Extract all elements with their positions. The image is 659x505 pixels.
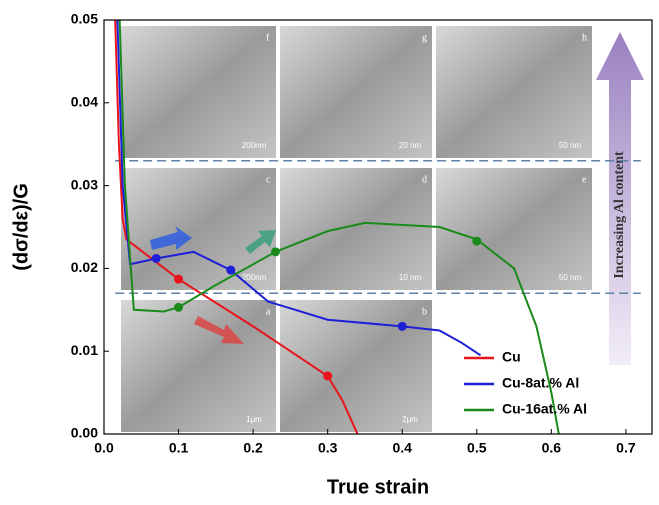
x-tick-label: 0.7 <box>616 440 636 456</box>
legend-label: Cu-16at.% Al <box>502 401 587 417</box>
arrow-label: Increasing Al content <box>612 151 627 279</box>
inset-label: g <box>422 32 427 43</box>
inset-label: e <box>582 174 587 185</box>
x-tick-label: 0.0 <box>94 440 114 456</box>
scale-bar-label: 1μm <box>246 415 262 424</box>
scale-bar-label: 10 nm <box>399 273 422 282</box>
inset-label: b <box>422 306 427 317</box>
legend-label: Cu <box>502 349 521 365</box>
marker <box>323 372 332 381</box>
marker <box>174 275 183 284</box>
y-tick-label: 0.04 <box>71 94 98 110</box>
y-axis-title: (dσ/dε)/G <box>10 183 32 271</box>
scale-bar-label: 200nm <box>242 273 267 282</box>
scale-bar-label: 50 nm <box>559 273 582 282</box>
marker <box>271 247 280 256</box>
x-tick-label: 0.6 <box>542 440 562 456</box>
scale-bar-label: 2μm <box>402 415 418 424</box>
x-tick-label: 0.3 <box>318 440 338 456</box>
tem-image <box>121 26 276 158</box>
tem-image <box>280 26 432 158</box>
y-tick-label: 0.02 <box>71 259 98 275</box>
tem-image <box>280 300 432 432</box>
inset-label: a <box>266 306 271 317</box>
legend-label: Cu-8at.% Al <box>502 375 579 391</box>
x-tick-label: 0.5 <box>467 440 487 456</box>
y-tick-label: 0.01 <box>71 342 98 358</box>
marker <box>152 254 161 263</box>
y-tick-label: 0.03 <box>71 176 98 192</box>
scale-bar-label: 50 nm <box>559 141 582 150</box>
chart: f200nmg20 nmh50 nmc200nmd10 nme50 nma1μm… <box>0 0 659 500</box>
scale-bar-label: 20 nm <box>399 141 422 150</box>
tem-image <box>436 168 592 290</box>
y-tick-label: 0.00 <box>71 425 98 441</box>
x-axis-title: True strain <box>327 476 429 498</box>
x-tick-label: 0.4 <box>392 440 412 456</box>
tem-image <box>436 26 592 158</box>
marker <box>398 322 407 331</box>
marker <box>472 237 481 246</box>
inset-label: c <box>266 174 271 185</box>
marker <box>174 303 183 312</box>
x-tick-label: 0.2 <box>243 440 263 456</box>
y-tick-label: 0.05 <box>71 11 98 27</box>
inset-label: h <box>582 32 587 43</box>
scale-bar-label: 200nm <box>242 141 267 150</box>
tem-image <box>121 168 276 290</box>
marker <box>226 266 235 275</box>
tem-image <box>280 168 432 290</box>
inset-label: d <box>422 174 427 185</box>
x-tick-label: 0.1 <box>169 440 189 456</box>
